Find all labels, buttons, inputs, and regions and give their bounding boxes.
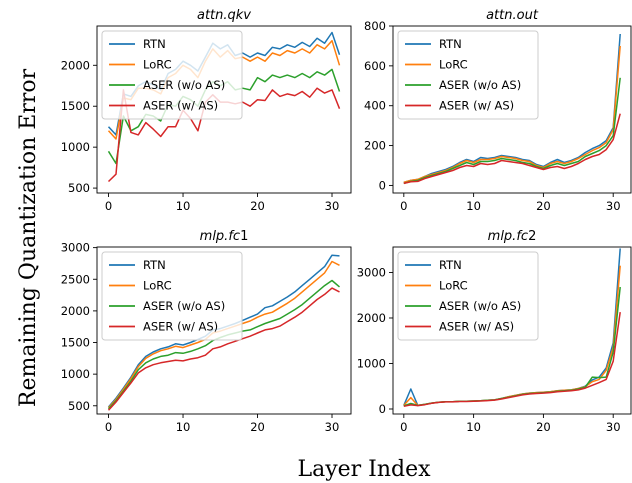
legend: RTN LoRC ASER (w/o AS) ASER (w/ AS): [101, 30, 243, 120]
legend-label-aser-w-as: ASER (w/ AS): [143, 320, 218, 334]
legend: RTN LoRC ASER (w/o AS) ASER (w/ AS): [101, 251, 243, 341]
y-tick-label: 400: [364, 99, 386, 113]
series-line-mlp-fc1-aser-w-as: [107, 287, 340, 411]
y-tick-label: 800: [364, 19, 386, 33]
legend-box: [101, 251, 243, 341]
series-line-attn-out-lorc: [403, 45, 621, 184]
legend-label-aser-w-o-as: ASER (w/o AS): [439, 78, 521, 92]
y-tick-label: 500: [68, 181, 90, 195]
legend-label-lorc: LoRC: [143, 58, 172, 72]
axes-frame: [392, 246, 632, 415]
series-line-mlp-fc2-aser-w-as: [403, 311, 621, 408]
legend-label-aser-w-o-as: ASER (w/o AS): [143, 299, 225, 313]
panel-title: mlp.fc2: [488, 229, 537, 244]
x-tick-label: 30: [606, 420, 621, 434]
x-tick-label: 20: [536, 420, 551, 434]
y-tick-label: 1500: [61, 99, 90, 113]
y-tick-label: 1000: [61, 367, 90, 381]
legend-label-lorc: LoRC: [143, 279, 172, 293]
x-tick-label: 10: [176, 199, 191, 213]
legend: RTN LoRC ASER (w/o AS) ASER (w/ AS): [397, 251, 539, 341]
x-tick-label: 0: [105, 199, 112, 213]
x-tick-label: 20: [250, 199, 265, 213]
series-line-attn-out-aser-w-o-as: [403, 77, 621, 185]
legend-label-aser-w-as: ASER (w/ AS): [439, 320, 514, 334]
legend-label-rtn: RTN: [143, 37, 166, 51]
x-tick-label: 0: [105, 420, 112, 434]
panel-mlp-fc1: 0 10 20 30 500 1000 1500 2000 2500 3000 mlp.fc1 RTN…: [61, 229, 352, 434]
legend-label-rtn: RTN: [439, 258, 462, 272]
panel-title: attn.qkv: [197, 8, 251, 23]
panel-attn-qkv: 0 10 20 30 500 1000 1500 2000 attn.qkv RTN LoRC ASE…: [61, 8, 352, 213]
y-tick-label: 600: [364, 59, 386, 73]
y-tick-label: 2000: [61, 58, 90, 72]
panel-title: attn.out: [486, 8, 539, 23]
figure-xlabel: Layer Index: [297, 457, 431, 482]
axes-frame: [96, 25, 352, 194]
x-tick-label: 0: [400, 199, 407, 213]
x-tick-label: 10: [466, 199, 481, 213]
y-tick-label: 2500: [61, 272, 90, 286]
panel-mlp-fc2: 0 10 20 30 0 1000 2000 3000 mlp.fc2 RTN LoRC ASER (…: [357, 229, 632, 434]
axes-frame: [96, 246, 352, 415]
figure-ylabel: Remaining Quantization Error: [16, 68, 41, 407]
legend-label-aser-w-as: ASER (w/ AS): [143, 99, 218, 113]
axes-frame: [392, 25, 632, 194]
legend-label-lorc: LoRC: [439, 279, 468, 293]
x-tick-label: 30: [325, 199, 340, 213]
y-tick-label: 0: [379, 178, 386, 192]
y-tick-label: 1000: [61, 140, 90, 154]
y-tick-label: 2000: [61, 304, 90, 318]
legend-box: [397, 30, 539, 120]
y-tick-label: 2000: [357, 311, 386, 325]
y-tick-label: 1500: [61, 336, 90, 350]
legend-label-aser-w-o-as: ASER (w/o AS): [439, 299, 521, 313]
legend-label-rtn: RTN: [143, 258, 166, 272]
legend: RTN LoRC ASER (w/o AS) ASER (w/ AS): [397, 30, 539, 120]
y-tick-label: 0: [379, 402, 386, 416]
series-line-attn-out-rtn: [403, 33, 621, 184]
legend-label-aser-w-as: ASER (w/ AS): [439, 99, 514, 113]
x-tick-label: 20: [250, 420, 265, 434]
chart-panels: 0 10 20 30500100015002000attn.qkvRTNLoRCASE…: [61, 8, 632, 434]
y-tick-label: 3000: [61, 241, 90, 255]
legend-label-aser-w-o-as: ASER (w/o AS): [143, 78, 225, 92]
legend-label-lorc: LoRC: [439, 58, 468, 72]
y-tick-label: 200: [364, 139, 386, 153]
y-tick-label: 500: [68, 399, 90, 413]
legend-label-rtn: RTN: [439, 37, 462, 51]
y-tick-label: 1000: [357, 356, 386, 370]
legend-box: [101, 30, 243, 120]
panel-attn-out: 0 10 20 30 0 200 400 600 800 attn.out RTN LoRC ASER …: [364, 8, 632, 213]
x-tick-label: 30: [325, 420, 340, 434]
x-tick-label: 20: [536, 199, 551, 213]
x-tick-label: 30: [606, 199, 621, 213]
legend-box: [397, 251, 539, 341]
x-tick-label: 10: [466, 420, 481, 434]
series-line-attn-out-aser-w-as: [403, 113, 621, 185]
x-tick-label: 0: [400, 420, 407, 434]
x-tick-label: 10: [176, 420, 191, 434]
panel-title: mlp.fc1: [200, 229, 249, 244]
y-tick-label: 3000: [357, 265, 386, 279]
